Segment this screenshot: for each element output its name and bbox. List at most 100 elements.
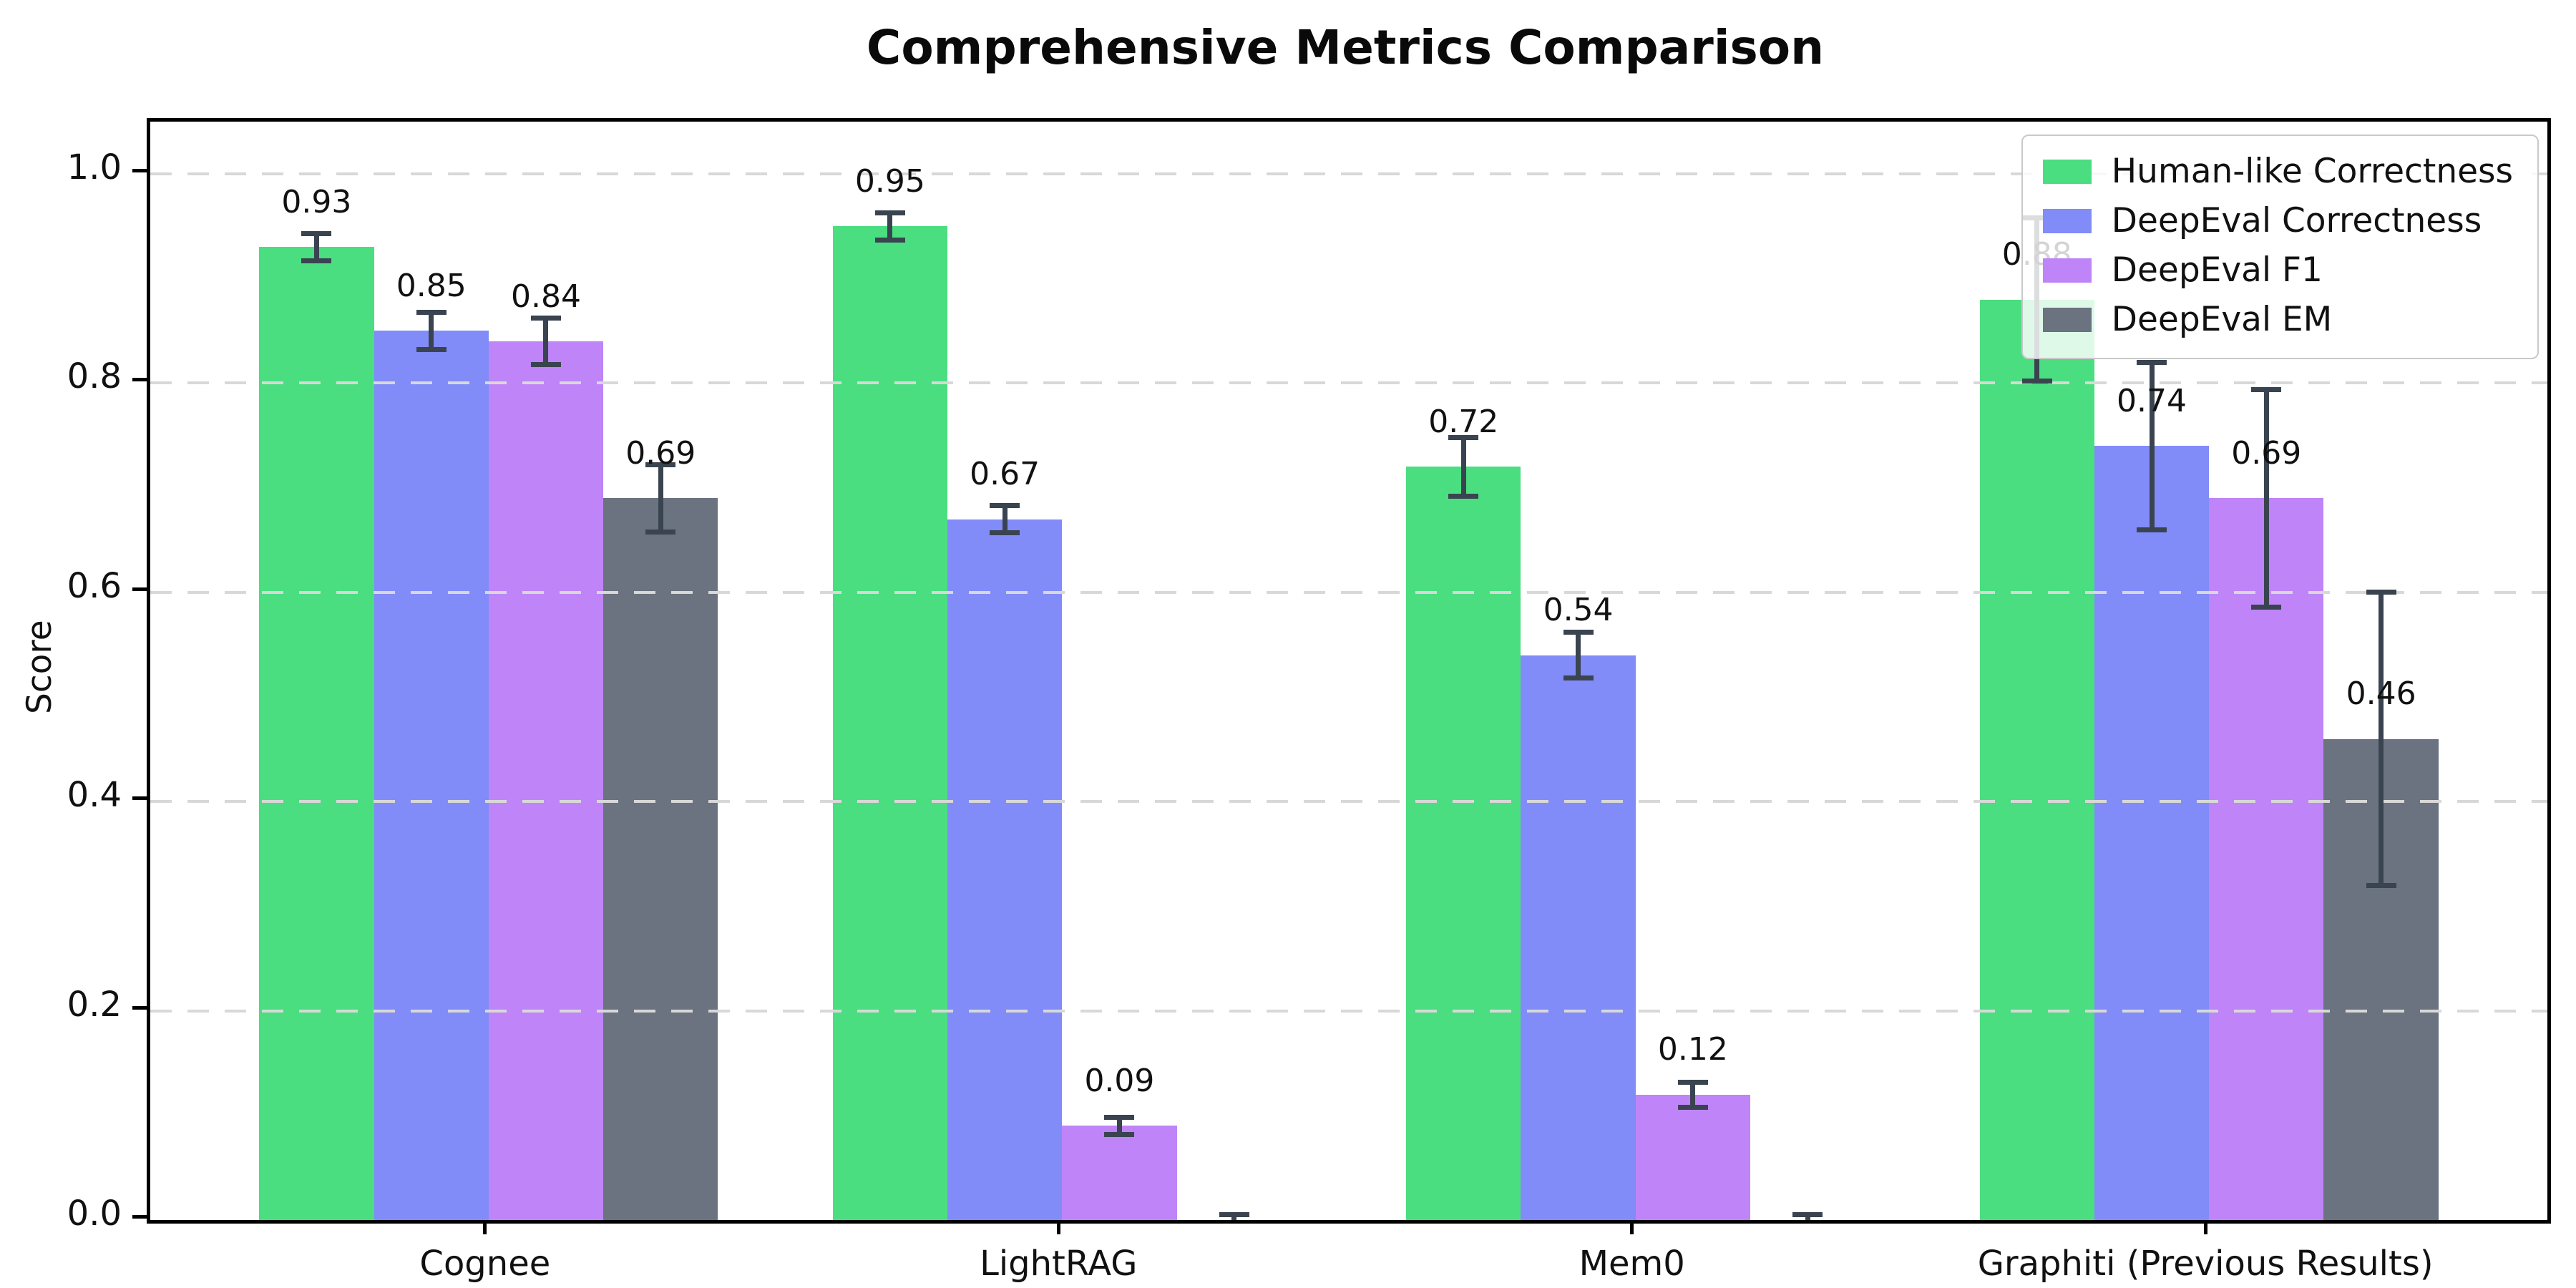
legend-label: Human-like Correctness [2111, 152, 2513, 191]
gridline [150, 172, 2547, 176]
gridline [150, 381, 2547, 385]
error-bar-cap [1104, 1131, 1135, 1137]
error-bar-cap [1448, 434, 1479, 440]
error-bar-cap [990, 530, 1020, 536]
error-bar [1805, 1214, 1810, 1220]
y-tick-label: 0.8 [67, 356, 122, 397]
bar [1979, 299, 2094, 1220]
error-bar [887, 213, 893, 240]
legend-swatch [2042, 258, 2092, 283]
legend-item: Human-like Correctness [2042, 152, 2513, 191]
error-bar [1231, 1214, 1237, 1220]
y-tick-label: 0.6 [67, 565, 122, 606]
error-bar-cap [1448, 493, 1479, 499]
error-bar [1690, 1082, 1696, 1108]
x-tick-mark [2203, 1220, 2207, 1234]
error-bar-cap [2137, 359, 2167, 365]
x-tick-mark [483, 1220, 487, 1234]
x-tick-label: LightRAG [980, 1244, 1138, 1284]
bar [832, 226, 947, 1220]
legend-label: DeepEval Correctness [2111, 201, 2482, 240]
error-bar [1002, 505, 1008, 533]
x-tick-label: Mem0 [1579, 1244, 1685, 1284]
legend-swatch [2042, 159, 2092, 184]
value-label: 0.85 [396, 268, 467, 304]
y-tick-mark [132, 378, 147, 382]
error-bar-cap [416, 309, 447, 315]
error-bar-cap [530, 316, 561, 321]
y-tick-mark [132, 1215, 147, 1219]
value-label: 0.74 [2117, 382, 2187, 419]
error-bar-cap [1219, 1212, 1249, 1218]
legend-swatch [2042, 307, 2092, 332]
value-label: 0.95 [854, 162, 925, 200]
legend: Human-like Correctness DeepEval Correctne… [2021, 135, 2539, 359]
bar [1062, 1126, 1177, 1220]
y-tick-label: 0.4 [67, 775, 122, 816]
error-bar [1460, 437, 1466, 497]
error-bar [543, 318, 549, 365]
error-bar [1116, 1117, 1122, 1135]
error-bar-cap [1792, 1212, 1823, 1218]
y-tick-label: 1.0 [67, 147, 122, 188]
bar [603, 498, 718, 1220]
error-bar-cap [530, 361, 561, 367]
error-bar [658, 464, 663, 532]
error-bar-cap [2137, 527, 2167, 532]
value-label: 0.93 [281, 184, 352, 221]
error-bar-cap [1219, 1223, 1249, 1224]
value-label: 0.69 [625, 434, 696, 472]
y-tick-mark [132, 587, 147, 591]
x-tick-label: Graphiti (Previous Results) [1977, 1244, 2434, 1284]
y-tick-label: 0.2 [67, 984, 122, 1025]
legend-item: DeepEval Correctness [2042, 201, 2513, 240]
x-tick-label: Cognee [419, 1244, 551, 1284]
legend-item: DeepEval F1 [2042, 250, 2513, 290]
legend-swatch [2042, 208, 2092, 233]
error-bar-cap [2021, 379, 2052, 384]
chart-title: Comprehensive Metrics Comparison [866, 20, 1825, 75]
error-bar-cap [2251, 604, 2282, 610]
error-bar-cap [874, 237, 905, 243]
bar [374, 331, 489, 1220]
y-tick-label: 0.0 [67, 1194, 122, 1234]
error-bar-cap [1563, 675, 1594, 681]
error-bar-cap [990, 503, 1020, 509]
x-tick-mark [1056, 1220, 1060, 1234]
error-bar-cap [1104, 1115, 1135, 1121]
value-label: 0.67 [970, 456, 1040, 493]
error-bar-cap [2366, 882, 2396, 888]
gridline [150, 1009, 2547, 1013]
error-bar-cap [1677, 1079, 1708, 1085]
value-label: 0.09 [1084, 1063, 1155, 1100]
error-bar-cap [1792, 1223, 1823, 1224]
error-bar [313, 233, 319, 261]
error-bar-cap [301, 258, 332, 263]
value-label: 0.72 [1428, 404, 1499, 441]
error-bar [2263, 389, 2269, 608]
y-tick-mark [132, 169, 147, 173]
value-label: 0.54 [1543, 592, 1614, 629]
error-bar-cap [1677, 1104, 1708, 1110]
legend-label: DeepEval F1 [2111, 250, 2323, 290]
error-bar [429, 312, 434, 350]
gridline [150, 800, 2547, 804]
error-bar-cap [1563, 629, 1594, 635]
bar [259, 247, 374, 1220]
y-tick-mark [132, 1005, 147, 1010]
gridline [150, 590, 2547, 594]
bar [1521, 655, 1636, 1220]
bar [2094, 446, 2210, 1220]
error-bar-cap [301, 230, 332, 236]
value-label: 0.69 [2231, 434, 2302, 472]
error-bar-cap [874, 210, 905, 215]
bar [488, 341, 604, 1220]
y-axis-label: Score [20, 620, 59, 715]
bar [947, 519, 1063, 1220]
bar [1635, 1094, 1750, 1220]
y-tick-mark [132, 796, 147, 801]
bar [1406, 467, 1521, 1220]
value-label: 0.84 [511, 278, 581, 315]
error-bar [2379, 592, 2384, 886]
